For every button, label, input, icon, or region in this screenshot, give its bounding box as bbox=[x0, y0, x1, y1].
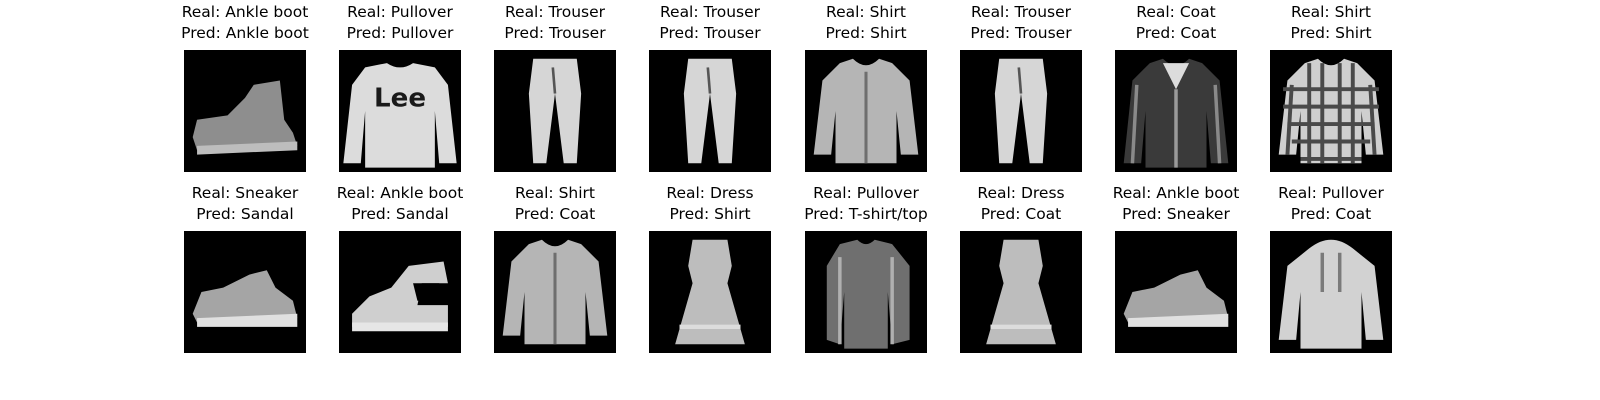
real-label: Real: Trouser bbox=[970, 3, 1072, 21]
pullover-lee-icon: Lee bbox=[339, 50, 461, 172]
svg-text:Lee: Lee bbox=[374, 84, 426, 114]
prediction-panel: Real: Sneaker Pred: Sandal bbox=[165, 183, 325, 363]
prediction-panel: Real: Ankle boot Pred: Sneaker bbox=[1096, 183, 1256, 363]
sandal-boot-icon bbox=[339, 231, 461, 353]
real-label: Real: Pullover bbox=[347, 3, 453, 21]
pred-label: Pred: Coat bbox=[1290, 205, 1372, 223]
panel-title: Real: Trouser Pred: Trouser bbox=[475, 2, 635, 44]
panel-title: Real: Trouser Pred: Trouser bbox=[941, 2, 1101, 44]
shirt-icon bbox=[805, 50, 927, 172]
real-label: Real: Trouser bbox=[504, 3, 606, 21]
pred-label: Pred: Sandal bbox=[196, 205, 294, 223]
real-label: Real: Shirt bbox=[515, 184, 595, 202]
coat-icon bbox=[1115, 50, 1237, 172]
pred-label: Pred: Shirt bbox=[1290, 24, 1372, 42]
panel-title: Real: Pullover Pred: Pullover bbox=[320, 2, 480, 44]
prediction-panel: Real: Pullover Pred: T-shirt/top bbox=[786, 183, 946, 363]
panel-title: Real: Pullover Pred: T-shirt/top bbox=[786, 183, 946, 225]
prediction-panel: Real: Trouser Pred: Trouser bbox=[941, 2, 1101, 182]
real-label: Real: Pullover bbox=[1278, 184, 1384, 202]
panel-title: Real: Ankle boot Pred: Sandal bbox=[320, 183, 480, 225]
real-label: Real: Dress bbox=[666, 184, 754, 202]
panel-title: Real: Sneaker Pred: Sandal bbox=[165, 183, 325, 225]
panel-title: Real: Dress Pred: Coat bbox=[941, 183, 1101, 225]
ankle-boot-icon bbox=[184, 50, 306, 172]
real-label: Real: Coat bbox=[1136, 3, 1216, 21]
panel-title: Real: Dress Pred: Shirt bbox=[630, 183, 790, 225]
prediction-panel: Real: Dress Pred: Shirt bbox=[630, 183, 790, 363]
prediction-panel: Real: Pullover Pred: Pullover Lee bbox=[320, 2, 480, 182]
pred-label: Pred: Sandal bbox=[351, 205, 449, 223]
panel-title: Real: Shirt Pred: Shirt bbox=[786, 2, 946, 44]
pred-label: Pred: Coat bbox=[514, 205, 596, 223]
real-label: Real: Trouser bbox=[659, 3, 761, 21]
real-label: Real: Ankle boot bbox=[336, 184, 464, 202]
panel-title: Real: Trouser Pred: Trouser bbox=[630, 2, 790, 44]
prediction-panel: Real: Ankle boot Pred: Sandal bbox=[320, 183, 480, 363]
prediction-panel: Real: Coat Pred: Coat bbox=[1096, 2, 1256, 182]
dress-icon bbox=[649, 231, 771, 353]
pred-label: Pred: T-shirt/top bbox=[804, 205, 928, 223]
real-label: Real: Sneaker bbox=[191, 184, 299, 202]
panel-title: Real: Ankle boot Pred: Sneaker bbox=[1096, 183, 1256, 225]
prediction-panel: Real: Dress Pred: Coat bbox=[941, 183, 1101, 363]
dress-icon bbox=[960, 231, 1082, 353]
sneaker-icon bbox=[184, 231, 306, 353]
prediction-panel: Real: Shirt Pred: Shirt bbox=[1251, 2, 1411, 182]
real-label: Real: Shirt bbox=[1291, 3, 1371, 21]
shirt-icon bbox=[494, 231, 616, 353]
real-label: Real: Shirt bbox=[826, 3, 906, 21]
panel-title: Real: Shirt Pred: Shirt bbox=[1251, 2, 1411, 44]
pred-label: Pred: Sneaker bbox=[1122, 205, 1230, 223]
prediction-panel: Real: Ankle boot Pred: Ankle boot bbox=[165, 2, 325, 182]
pred-label: Pred: Trouser bbox=[970, 24, 1072, 42]
pred-label: Pred: Coat bbox=[980, 205, 1062, 223]
real-label: Real: Ankle boot bbox=[1112, 184, 1240, 202]
real-label: Real: Dress bbox=[977, 184, 1065, 202]
panel-title: Real: Shirt Pred: Coat bbox=[475, 183, 635, 225]
pred-label: Pred: Trouser bbox=[659, 24, 761, 42]
real-label: Real: Ankle boot bbox=[181, 3, 309, 21]
pullover-icon bbox=[805, 231, 927, 353]
pred-label: Pred: Shirt bbox=[825, 24, 907, 42]
prediction-panel: Real: Pullover Pred: Coat bbox=[1251, 183, 1411, 363]
pred-label: Pred: Coat bbox=[1135, 24, 1217, 42]
panel-title: Real: Ankle boot Pred: Ankle boot bbox=[165, 2, 325, 44]
pred-label: Pred: Shirt bbox=[669, 205, 751, 223]
plaid-shirt-icon bbox=[1270, 50, 1392, 172]
panel-title: Real: Coat Pred: Coat bbox=[1096, 2, 1256, 44]
pred-label: Pred: Trouser bbox=[504, 24, 606, 42]
prediction-panel: Real: Trouser Pred: Trouser bbox=[630, 2, 790, 182]
panel-title: Real: Pullover Pred: Coat bbox=[1251, 183, 1411, 225]
prediction-panel: Real: Shirt Pred: Coat bbox=[475, 183, 635, 363]
trouser-icon bbox=[649, 50, 771, 172]
real-label: Real: Pullover bbox=[813, 184, 919, 202]
pred-label: Pred: Pullover bbox=[346, 24, 454, 42]
hoodie-icon bbox=[1270, 231, 1392, 353]
sneaker-icon bbox=[1115, 231, 1237, 353]
prediction-panel: Real: Shirt Pred: Shirt bbox=[786, 2, 946, 182]
pred-label: Pred: Ankle boot bbox=[181, 24, 309, 42]
trouser-icon bbox=[494, 50, 616, 172]
trouser-icon bbox=[960, 50, 1082, 172]
prediction-panel: Real: Trouser Pred: Trouser bbox=[475, 2, 635, 182]
